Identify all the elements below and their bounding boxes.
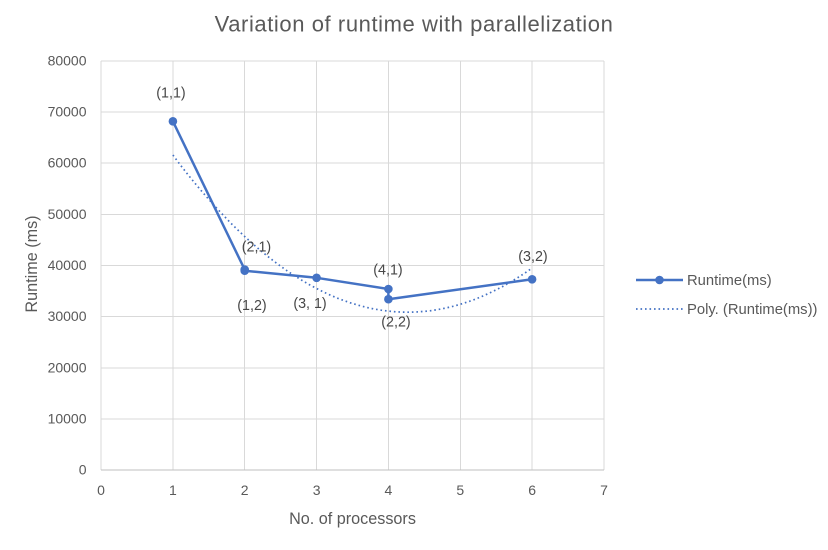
svg-text:1: 1 <box>169 482 177 498</box>
svg-text:40000: 40000 <box>48 257 87 273</box>
svg-text:4: 4 <box>385 482 393 498</box>
svg-text:3: 3 <box>313 482 321 498</box>
svg-text:No. of processors: No. of processors <box>289 510 416 528</box>
svg-text:(2,2): (2,2) <box>381 315 410 331</box>
svg-text:Runtime(ms): Runtime(ms) <box>687 273 772 289</box>
svg-text:60000: 60000 <box>48 155 87 171</box>
svg-text:6: 6 <box>528 482 536 498</box>
svg-text:20000: 20000 <box>48 360 87 376</box>
svg-text:(2,1): (2,1) <box>242 240 271 256</box>
svg-text:2: 2 <box>241 482 249 498</box>
svg-text:Variation of runtime with para: Variation of runtime with parallelizatio… <box>215 12 614 37</box>
svg-text:5: 5 <box>456 482 464 498</box>
svg-text:30000: 30000 <box>48 308 87 324</box>
svg-text:(1,1): (1,1) <box>156 86 185 102</box>
svg-text:10000: 10000 <box>48 411 87 427</box>
svg-text:80000: 80000 <box>48 53 87 69</box>
svg-text:(3, 1): (3, 1) <box>293 296 326 312</box>
svg-text:Poly. (Runtime(ms)): Poly. (Runtime(ms)) <box>687 302 818 318</box>
svg-text:50000: 50000 <box>48 206 87 222</box>
svg-text:(4,1): (4,1) <box>373 263 402 279</box>
svg-text:70000: 70000 <box>48 104 87 120</box>
svg-text:(3,2): (3,2) <box>518 249 547 265</box>
svg-text:7: 7 <box>600 482 608 498</box>
svg-text:(1,2): (1,2) <box>237 298 266 314</box>
svg-text:Runtime (ms): Runtime (ms) <box>23 215 41 312</box>
svg-text:0: 0 <box>97 482 105 498</box>
svg-text:0: 0 <box>79 462 87 478</box>
